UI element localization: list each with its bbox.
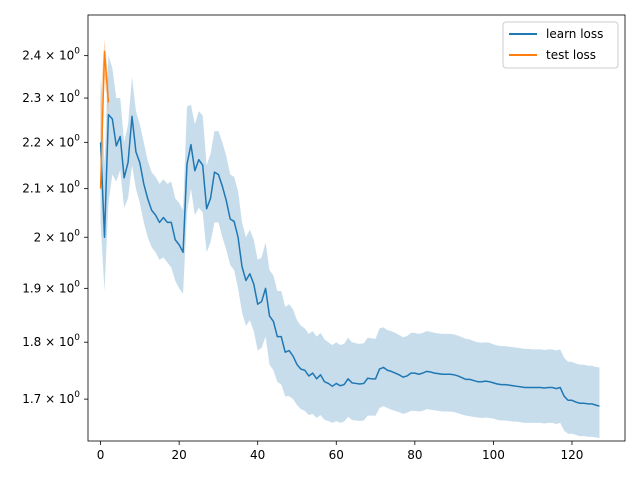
learn-loss-band	[100, 55, 600, 438]
y-tick-label: 2.2 × 100	[22, 133, 80, 149]
x-tick-label: 80	[407, 448, 422, 462]
x-axis: 0 20 40 60 80 100 120	[97, 441, 584, 462]
y-tick-label: 1.8 × 100	[22, 333, 80, 349]
x-tick-label: 100	[482, 448, 505, 462]
y-tick-label: 1.9 × 100	[22, 279, 80, 295]
y-tick-label: 1.7 × 100	[22, 390, 80, 406]
test-loss-line	[99, 50, 110, 189]
y-axis: 1.7 × 100 1.8 × 100 1.9 × 100 2 × 100 2.1 × …	[22, 47, 88, 406]
series-lines	[99, 50, 600, 407]
legend-label-test-loss: test loss	[546, 48, 596, 62]
y-tick-label: 2 × 100	[34, 228, 81, 244]
y-tick-label: 2.1 × 100	[22, 180, 80, 196]
y-tick-label: 2.3 × 100	[22, 89, 80, 105]
plot-frame	[87, 14, 626, 442]
y-tick-label: 2.4 × 100	[22, 47, 80, 63]
learn-loss-line	[99, 113, 600, 407]
x-tick-label: 20	[171, 448, 186, 462]
legend-label-learn-loss: learn loss	[546, 27, 603, 41]
x-tick-label: 60	[329, 448, 344, 462]
x-tick-label: 0	[97, 448, 105, 462]
legend: learn loss test loss	[502, 21, 619, 69]
x-tick-label: 120	[561, 448, 584, 462]
x-tick-label: 40	[250, 448, 265, 462]
